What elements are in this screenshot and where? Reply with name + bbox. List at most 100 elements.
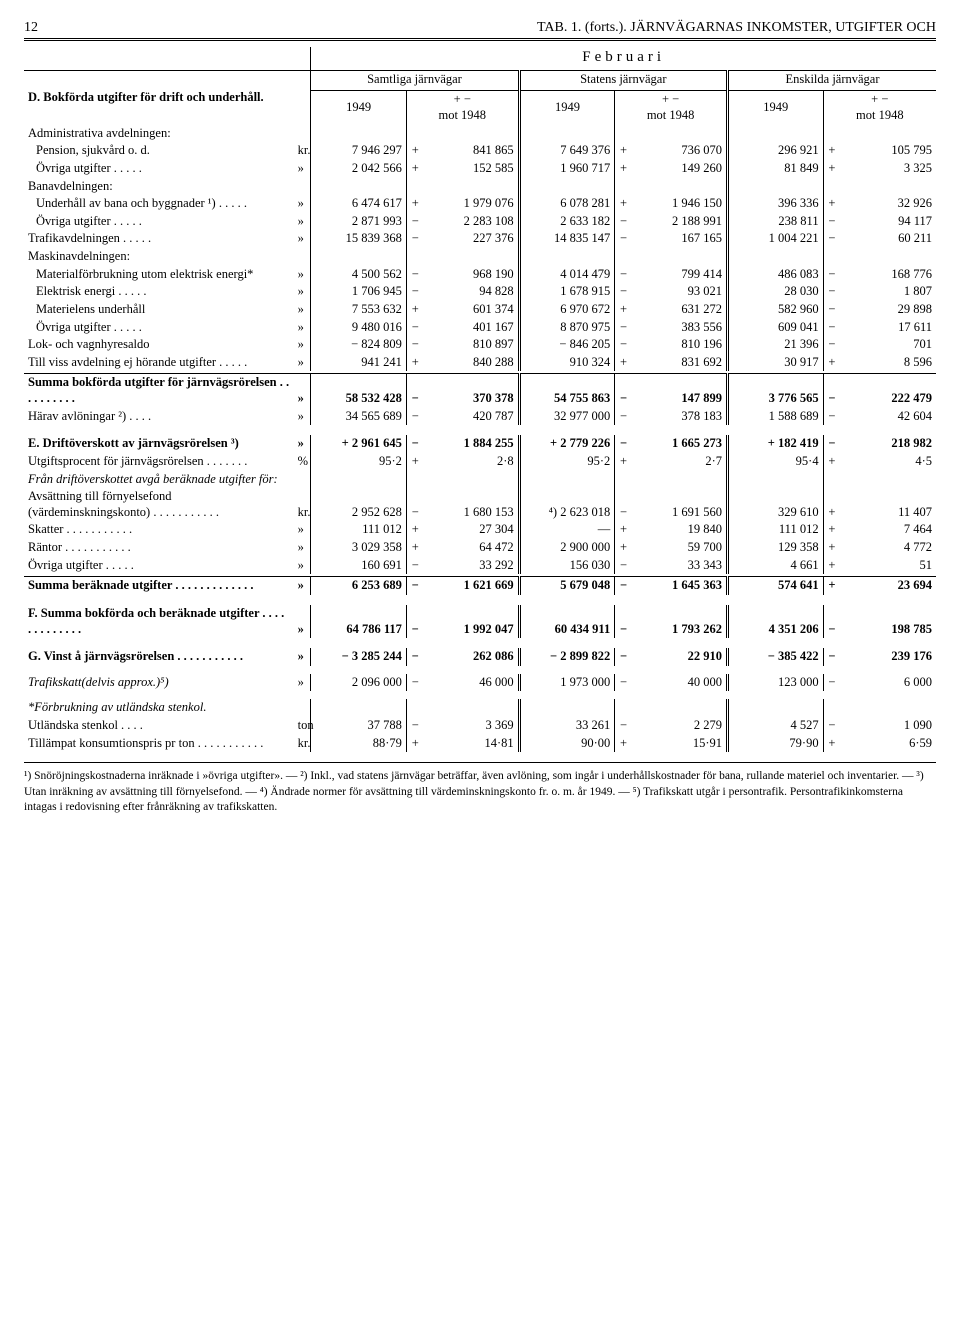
- row-label: Lok- och vagnhyresaldo: [24, 336, 294, 354]
- fran-heading: Från driftöverskottet avgå beräknade utg…: [24, 471, 311, 489]
- cell: [727, 178, 823, 196]
- table-row: Trafikavdelningen . . . . .»15 839 368−2…: [24, 230, 936, 248]
- cell: 3 029 358: [311, 539, 407, 557]
- cell: − 3 285 244: [311, 648, 407, 666]
- cell: ⁴) 2 623 018: [519, 488, 615, 521]
- cell: +: [823, 488, 840, 521]
- cell: −: [615, 283, 632, 301]
- cell: 54 755 863: [519, 374, 615, 408]
- cell: 2 283 108: [424, 213, 520, 231]
- row-unit: »: [294, 266, 311, 284]
- cell: 4 014 479: [519, 266, 615, 284]
- cell: −: [823, 213, 840, 231]
- cell: 33 261: [519, 717, 615, 735]
- cell: 4 500 562: [311, 266, 407, 284]
- cell: 1 979 076: [424, 195, 520, 213]
- cell: −: [406, 230, 423, 248]
- row-unit: kr.: [294, 488, 311, 521]
- cell: 2·8: [424, 453, 520, 471]
- row-unit: ton: [294, 717, 311, 735]
- cell: + 2 961 645: [311, 435, 407, 453]
- cell: 1 992 047: [424, 605, 520, 638]
- cell: 1 706 945: [311, 283, 407, 301]
- table-row: Tillämpat konsumtionspris pr ton . . . .…: [24, 735, 936, 753]
- row-unit: »: [294, 336, 311, 354]
- row-label: G. Vinst å järnvägsrörelsen . . . . . . …: [24, 648, 294, 666]
- cell: 1 665 273: [632, 435, 728, 453]
- cell: −: [615, 230, 632, 248]
- cell: − 2 899 822: [519, 648, 615, 666]
- row-label: Summa beräknade utgifter . . . . . . . .…: [24, 577, 294, 595]
- table-row: Utländska stenkol . . . .ton37 788−3 369…: [24, 717, 936, 735]
- cell: −: [615, 674, 632, 692]
- cell: +: [615, 160, 632, 178]
- row-unit: »: [294, 674, 311, 692]
- cell: −: [406, 577, 423, 595]
- table-row: E. Driftöverskott av järnvägsrörelsen ³)…: [24, 435, 936, 453]
- col-group-2: Enskilda järnvägar: [727, 70, 936, 88]
- cell: 239 176: [840, 648, 936, 666]
- row-label: Utländska stenkol . . . .: [24, 717, 294, 735]
- row-unit: »: [294, 577, 311, 595]
- cell: +: [615, 453, 632, 471]
- cell: +: [406, 521, 423, 539]
- cell: 32 926: [840, 195, 936, 213]
- cell: 631 272: [632, 301, 728, 319]
- table-row: Maskinavdelningen:: [24, 248, 936, 266]
- cell: 296 921: [727, 142, 823, 160]
- cell: 21 396: [727, 336, 823, 354]
- cell: [406, 178, 423, 196]
- row-label: Utgiftsprocent för järnvägsrörelsen . . …: [24, 453, 294, 471]
- cell: +: [823, 453, 840, 471]
- row-unit: »: [294, 160, 311, 178]
- cell: 60 211: [840, 230, 936, 248]
- row-label: Härav avlöningar ²) . . . .: [24, 408, 294, 426]
- cell: −: [823, 674, 840, 692]
- month-heading: Februari: [311, 47, 936, 68]
- cell: [632, 178, 728, 196]
- cell: −: [823, 301, 840, 319]
- row-label: Till viss avdelning ej hörande utgifter …: [24, 354, 294, 372]
- row-label: Underhåll av bana och byggnader ¹) . . .…: [24, 195, 294, 213]
- cell: −: [615, 648, 632, 666]
- cell: 14 835 147: [519, 230, 615, 248]
- cell: 59 700: [632, 539, 728, 557]
- row-unit: »: [294, 354, 311, 372]
- cell: −: [615, 605, 632, 638]
- cell: 3 369: [424, 717, 520, 735]
- cell: 910 324: [519, 354, 615, 372]
- year-2: 1949: [727, 91, 823, 125]
- cell: 51: [840, 557, 936, 575]
- row-unit: »: [294, 648, 311, 666]
- row-unit: »: [294, 301, 311, 319]
- cell: +: [615, 539, 632, 557]
- cell: 198 785: [840, 605, 936, 638]
- row-label: Övriga utgifter . . . . .: [24, 319, 294, 337]
- table-row: Lok- och vagnhyresaldo»− 824 809−810 897…: [24, 336, 936, 354]
- cell: −: [823, 283, 840, 301]
- cell: − 824 809: [311, 336, 407, 354]
- cell: 93 021: [632, 283, 728, 301]
- cell: 33 343: [632, 557, 728, 575]
- cell: 1 678 915: [519, 283, 615, 301]
- table-row: Pension, sjukvård o. d.kr.7 946 297+841 …: [24, 142, 936, 160]
- cell: −: [615, 557, 632, 575]
- cell: 1 621 669: [424, 577, 520, 595]
- cell: −: [406, 319, 423, 337]
- row-unit: »: [294, 521, 311, 539]
- cell: +: [406, 301, 423, 319]
- cell: 94 828: [424, 283, 520, 301]
- cell: 2·7: [632, 453, 728, 471]
- cell: 1 691 560: [632, 488, 728, 521]
- row-unit: »: [294, 435, 311, 453]
- cell: −: [615, 266, 632, 284]
- cell: 160 691: [311, 557, 407, 575]
- cell: 15 839 368: [311, 230, 407, 248]
- cell: +: [615, 735, 632, 753]
- stenkol-heading: *Förbrukning av utländska stenkol.: [24, 699, 311, 717]
- table-row: Övriga utgifter . . . . .»9 480 016−401 …: [24, 319, 936, 337]
- cell: −: [406, 336, 423, 354]
- cell: +: [406, 735, 423, 753]
- cell: 378 183: [632, 408, 728, 426]
- cell: 156 030: [519, 557, 615, 575]
